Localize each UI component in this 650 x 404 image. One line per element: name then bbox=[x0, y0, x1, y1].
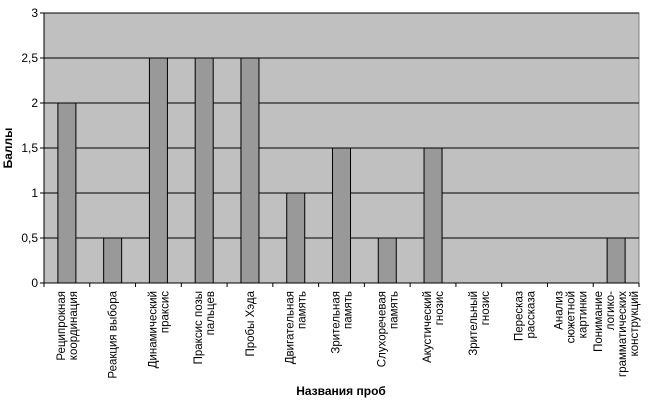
x-category-label-line: Слухоречевая bbox=[376, 291, 388, 367]
x-category-label: Пробы Хэда bbox=[245, 290, 257, 356]
x-category-label: Пересказ рассказа bbox=[514, 290, 538, 341]
x-category-label-line: Реакция выбора bbox=[108, 290, 120, 378]
x-category-label-line: Реципрокная bbox=[56, 291, 68, 361]
bar bbox=[423, 147, 443, 284]
x-category-label: Понимание логико-грамматических конструкци… bbox=[593, 291, 641, 377]
x-category-label: Двигательная память bbox=[285, 291, 309, 364]
y-tick-label: 3 bbox=[31, 6, 38, 20]
y-tick-label: 1,5 bbox=[21, 141, 38, 155]
x-category-label-line: Анализ bbox=[553, 291, 565, 330]
y-tick-label: 2 bbox=[31, 96, 38, 110]
x-category-label-line: Динамический bbox=[147, 291, 159, 368]
bar bbox=[606, 237, 626, 284]
bar bbox=[286, 192, 306, 284]
gridlines bbox=[44, 12, 639, 239]
x-category-label-line: Двигательная bbox=[285, 291, 297, 364]
x-category-label: Анализ сюжетной картинки bbox=[553, 291, 589, 343]
x-category-label-line: конструкций bbox=[629, 291, 641, 356]
x-category-labels: Реципрокная координация Реакция выбора Дина… bbox=[56, 290, 641, 378]
x-category-label: Зрительный гнозис bbox=[468, 291, 492, 356]
bar bbox=[240, 57, 260, 284]
bar bbox=[148, 57, 168, 284]
y-tick-labels: 0 0,5 1 1,5 2 2,5 3 bbox=[21, 6, 38, 290]
x-category-label-line: грамматических bbox=[617, 291, 629, 377]
x-category-label-line: память bbox=[388, 291, 400, 329]
x-category-label-line: Пробы Хэда bbox=[245, 290, 257, 356]
x-category-label-line: Зрительный bbox=[468, 291, 480, 356]
x-category-label: Динамический праксис bbox=[147, 291, 171, 369]
y-tick-label: 2,5 bbox=[21, 51, 38, 65]
bar bbox=[103, 237, 123, 284]
x-category-label-line: Зрительная bbox=[331, 291, 343, 354]
x-category-label: Слухоречевая память bbox=[376, 291, 400, 367]
axes bbox=[40, 12, 640, 287]
x-category-label: Акустический гнозис bbox=[422, 291, 446, 363]
x-category-label-line: координация bbox=[68, 291, 80, 360]
x-category-label-line: логико- bbox=[605, 291, 617, 330]
x-category-label-line: память bbox=[343, 291, 355, 329]
x-category-label-line: Праксис позы bbox=[193, 291, 205, 364]
y-tick-label: 1 bbox=[31, 186, 38, 200]
y-axis-title: Баллы bbox=[1, 128, 15, 169]
x-category-label-line: праксис bbox=[159, 291, 171, 333]
x-category-label-line: гнозис bbox=[434, 291, 446, 326]
bar bbox=[194, 57, 214, 284]
y-tick-label: 0 bbox=[31, 276, 38, 290]
x-category-label: Зрительная память bbox=[331, 291, 355, 354]
x-category-label: Реакция выбора bbox=[108, 290, 120, 378]
x-category-label-line: Понимание bbox=[593, 291, 605, 352]
bars bbox=[57, 57, 626, 284]
x-category-label-line: Акустический bbox=[422, 291, 434, 363]
x-category-label-line: рассказа bbox=[526, 290, 538, 338]
x-category-label-line: сюжетной bbox=[565, 291, 577, 343]
x-category-label-line: картинки bbox=[577, 291, 589, 338]
bar bbox=[332, 147, 351, 284]
x-axis-title: Названия проб bbox=[296, 384, 386, 398]
x-category-label-line: гнозис bbox=[480, 291, 492, 326]
x-category-label-line: память bbox=[297, 291, 309, 329]
x-category-label: Реципрокная координация bbox=[56, 291, 80, 361]
x-category-label-line: Пересказ bbox=[514, 291, 526, 341]
x-category-label: Праксис позы пальцев bbox=[193, 291, 217, 364]
bar bbox=[57, 102, 77, 284]
x-category-label-line: пальцев bbox=[205, 291, 217, 335]
bar bbox=[377, 237, 397, 284]
y-tick-label: 0,5 bbox=[21, 231, 38, 245]
